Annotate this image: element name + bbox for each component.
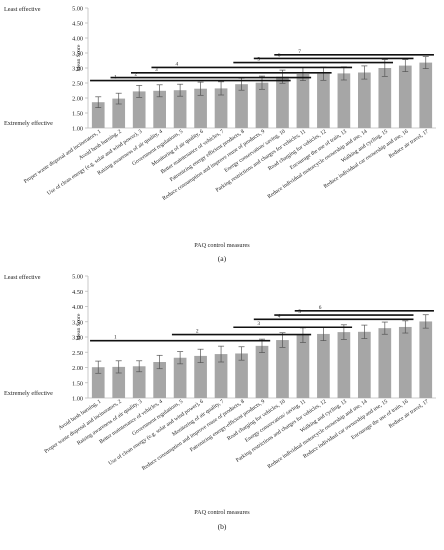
- y-axis-title: Mean Score: [76, 313, 82, 340]
- panel-label: (b): [218, 522, 227, 531]
- bar: [358, 331, 371, 398]
- top-label: Least effective: [4, 6, 41, 13]
- y-tick-label: 1.50: [72, 380, 83, 387]
- bar: [317, 73, 330, 128]
- bar: [91, 102, 105, 128]
- panel-label: (a): [218, 254, 227, 263]
- subset-label: 4: [278, 313, 281, 319]
- bar: [132, 366, 146, 398]
- bar: [235, 84, 248, 128]
- bar: [132, 91, 146, 128]
- y-tick-label: 4.50: [72, 289, 83, 296]
- bar: [398, 65, 412, 128]
- bar: [398, 326, 412, 398]
- bar: [419, 321, 433, 398]
- bar: [214, 88, 228, 128]
- y-axis-title: Mean Score: [76, 44, 82, 71]
- bar: [173, 357, 187, 398]
- bottom-label: Extremely effective: [4, 390, 53, 397]
- y-tick-label: 2.50: [72, 81, 83, 88]
- y-tick-label: 4.00: [72, 36, 83, 43]
- subset-label: 3: [257, 321, 260, 327]
- subset-label: 3: [155, 67, 158, 73]
- bar: [337, 332, 351, 398]
- y-tick-label: 3.50: [72, 319, 83, 326]
- y-tick-label: 2.50: [72, 350, 83, 357]
- subset-label: 4: [175, 61, 178, 67]
- bar: [214, 354, 228, 398]
- x-axis-title: PAQ control measures: [194, 509, 250, 516]
- bar: [296, 74, 310, 128]
- bar: [255, 345, 269, 398]
- bar: [235, 353, 248, 398]
- bar: [317, 333, 330, 398]
- y-tick-label: 5.00: [72, 274, 83, 281]
- bar: [419, 62, 433, 128]
- subset-label: 7: [298, 49, 301, 55]
- y-tick-label: 4.00: [72, 304, 83, 311]
- bar: [296, 335, 310, 398]
- bar: [91, 367, 105, 398]
- y-tick-label: 2.00: [72, 96, 83, 103]
- bar: [255, 82, 269, 128]
- category-label: Proper waste disposal and incinerators, …: [43, 399, 123, 455]
- bar: [337, 73, 351, 128]
- y-tick-label: 2.00: [72, 365, 83, 372]
- bar: [358, 72, 371, 128]
- bar: [378, 328, 392, 398]
- y-tick-label: 3.50: [72, 51, 83, 58]
- bar: [153, 90, 166, 128]
- bottom-label: Extremely effective: [4, 120, 53, 127]
- bar: [276, 76, 289, 128]
- y-tick-label: 3.00: [72, 66, 83, 73]
- x-axis-title: PAQ control measures: [194, 242, 250, 249]
- y-tick-label: 3.00: [72, 335, 83, 342]
- subset-label: 5: [257, 57, 260, 63]
- y-tick-label: 4.50: [72, 21, 83, 28]
- y-tick-label: 1.50: [72, 111, 83, 118]
- subset-label: 6: [319, 305, 322, 311]
- category-label: Proper waste disposal and incinerators, …: [23, 129, 103, 185]
- bar: [378, 68, 392, 128]
- bar: [173, 90, 187, 128]
- bar: [194, 355, 207, 398]
- bar: [194, 88, 207, 128]
- y-tick-label: 1.00: [72, 396, 83, 403]
- subset-label: 5: [298, 309, 301, 315]
- top-label: Least effective: [4, 274, 41, 281]
- y-tick-label: 1.00: [72, 126, 83, 133]
- subset-label: 1: [114, 335, 117, 341]
- subset-label: 2: [196, 329, 199, 335]
- subset-label: 2: [135, 72, 138, 78]
- y-tick-label: 5.00: [72, 6, 83, 13]
- bar: [112, 366, 126, 398]
- bar: [112, 98, 126, 128]
- bar: [276, 340, 289, 398]
- bar: [153, 362, 166, 398]
